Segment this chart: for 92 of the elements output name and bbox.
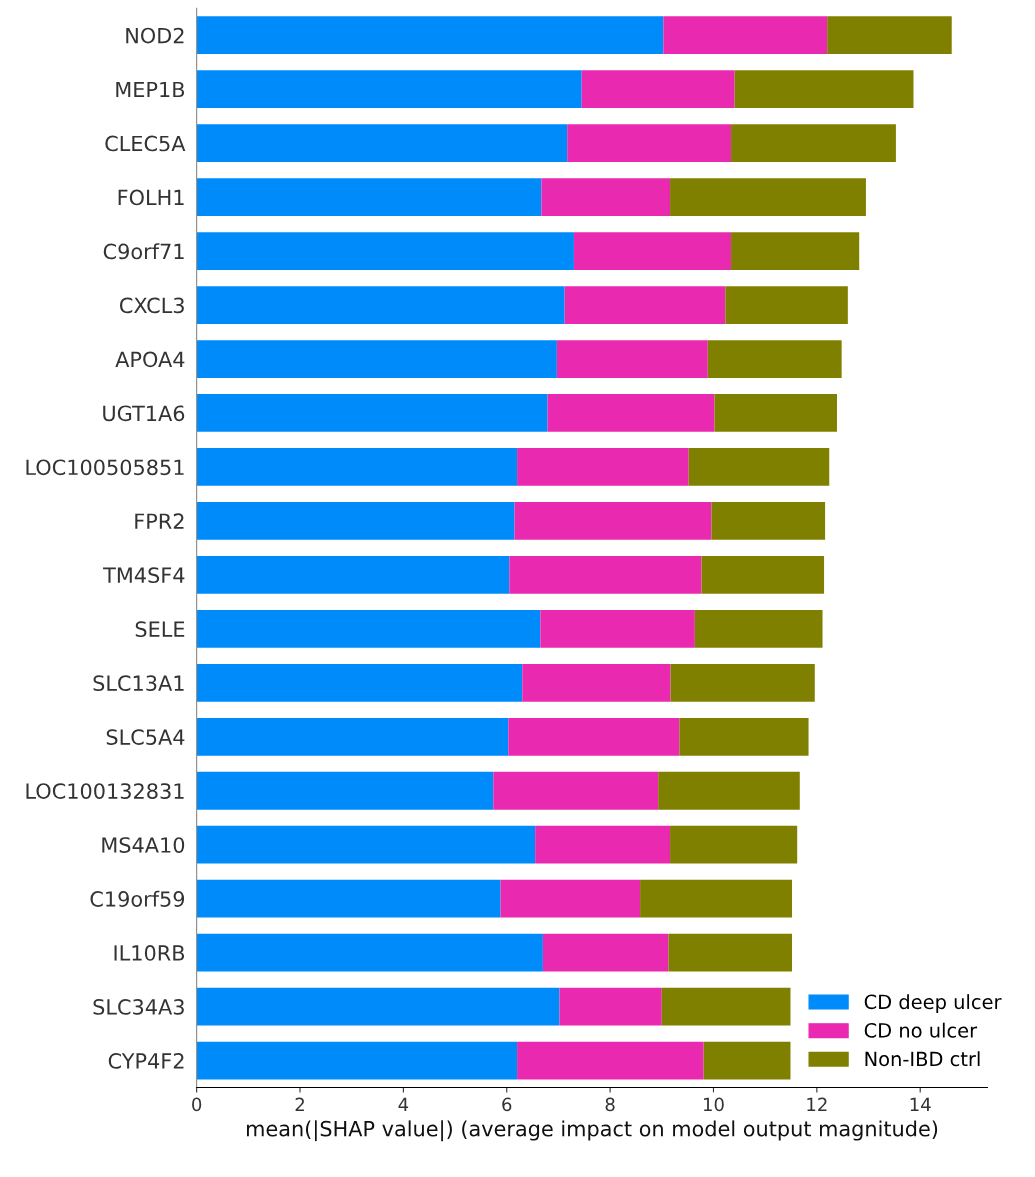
bar — [640, 879, 793, 918]
bar — [581, 70, 735, 109]
bar — [196, 232, 574, 270]
bar — [556, 340, 708, 378]
x-tick-label: 10 — [703, 1097, 724, 1112]
y-tick-label: CXCL3 — [119, 297, 184, 314]
bar — [541, 178, 671, 217]
x-tick-label: 12 — [807, 1097, 827, 1111]
bar — [196, 933, 543, 972]
x-tick-label: 8 — [605, 1097, 615, 1112]
bar — [573, 232, 732, 270]
bar — [514, 502, 712, 540]
bar — [707, 340, 842, 378]
x-tick-label: 14 — [910, 1097, 931, 1111]
bar — [694, 609, 823, 648]
bar — [564, 286, 726, 324]
y-tick-label: MEP1B — [116, 81, 185, 98]
y-tick-label: SLC34A3 — [93, 999, 184, 1015]
bar — [196, 502, 515, 540]
bar — [196, 178, 542, 217]
bar — [688, 448, 830, 486]
bar — [701, 555, 825, 594]
bar — [196, 987, 560, 1026]
bar — [196, 555, 510, 594]
bar — [725, 286, 848, 324]
bar — [827, 16, 952, 55]
y-tick-label: CLEC5A — [105, 135, 186, 152]
bar — [731, 232, 860, 270]
bar — [196, 394, 548, 432]
bar — [668, 933, 793, 972]
bar — [661, 987, 791, 1026]
bar — [493, 771, 659, 810]
bar — [517, 1041, 704, 1080]
bar — [670, 178, 866, 217]
bar — [196, 70, 582, 109]
bar — [196, 609, 541, 648]
bar — [196, 448, 518, 486]
bar — [508, 717, 680, 756]
y-tick-label: C19orf59 — [90, 890, 185, 907]
bar — [542, 933, 669, 972]
y-tick-label: IL10RB — [114, 945, 185, 961]
x-tick-label: 6 — [502, 1097, 512, 1112]
y-tick-label: FOLH1 — [118, 189, 184, 206]
bar — [509, 555, 702, 594]
bar — [196, 340, 557, 378]
y-tick-label: APOA4 — [115, 351, 185, 368]
y-tick-label: NOD2 — [126, 27, 184, 44]
bar — [711, 502, 826, 540]
legend-label: CD no ulcer — [864, 1022, 978, 1038]
x-tick-label: 4 — [398, 1097, 409, 1111]
y-tick-label: TM4SF4 — [103, 567, 185, 584]
bar — [663, 16, 828, 55]
y-tick-label: SELE — [135, 621, 185, 638]
y-tick-label: UGT1A6 — [103, 405, 185, 422]
y-tick-label: SLC5A4 — [106, 729, 185, 745]
bar — [670, 663, 815, 702]
bar — [567, 124, 732, 163]
y-tick-label: LOC100132831 — [26, 783, 184, 799]
bar — [679, 717, 809, 756]
y-tick-label: C9orf71 — [103, 243, 184, 260]
bar — [196, 286, 565, 324]
bar — [196, 771, 494, 810]
bar — [517, 448, 689, 486]
bar — [559, 987, 662, 1026]
bar — [547, 394, 715, 432]
bar — [196, 825, 536, 864]
bar — [500, 879, 641, 918]
bar — [535, 825, 671, 864]
bar — [196, 663, 523, 702]
y-tick-label: FPR2 — [135, 513, 184, 529]
bar — [522, 663, 671, 702]
bar — [714, 394, 837, 432]
bar — [731, 124, 896, 163]
y-tick-label: CYP4F2 — [108, 1053, 184, 1069]
y-tick-label: MS4A10 — [102, 837, 185, 853]
y-tick-label: SLC13A1 — [93, 675, 184, 692]
bar — [734, 70, 914, 109]
x-tick-label: 2 — [295, 1097, 304, 1111]
bar — [658, 771, 800, 810]
bar — [196, 16, 664, 55]
bar — [703, 1041, 791, 1080]
bar — [196, 879, 501, 918]
bar — [540, 609, 695, 648]
y-tick-label: LOC100505851 — [26, 459, 184, 476]
x-axis-title: mean(|SHAP value|) (average impact on model output magnitude) — [247, 1120, 938, 1142]
bar — [670, 825, 798, 864]
bar — [196, 124, 568, 163]
legend-label: CD deep ulcer — [864, 994, 1002, 1013]
bar — [196, 717, 509, 756]
x-tick-label: 0 — [192, 1097, 202, 1112]
bar — [196, 1041, 518, 1080]
legend-label: Non-IBD ctrl — [865, 1051, 980, 1067]
